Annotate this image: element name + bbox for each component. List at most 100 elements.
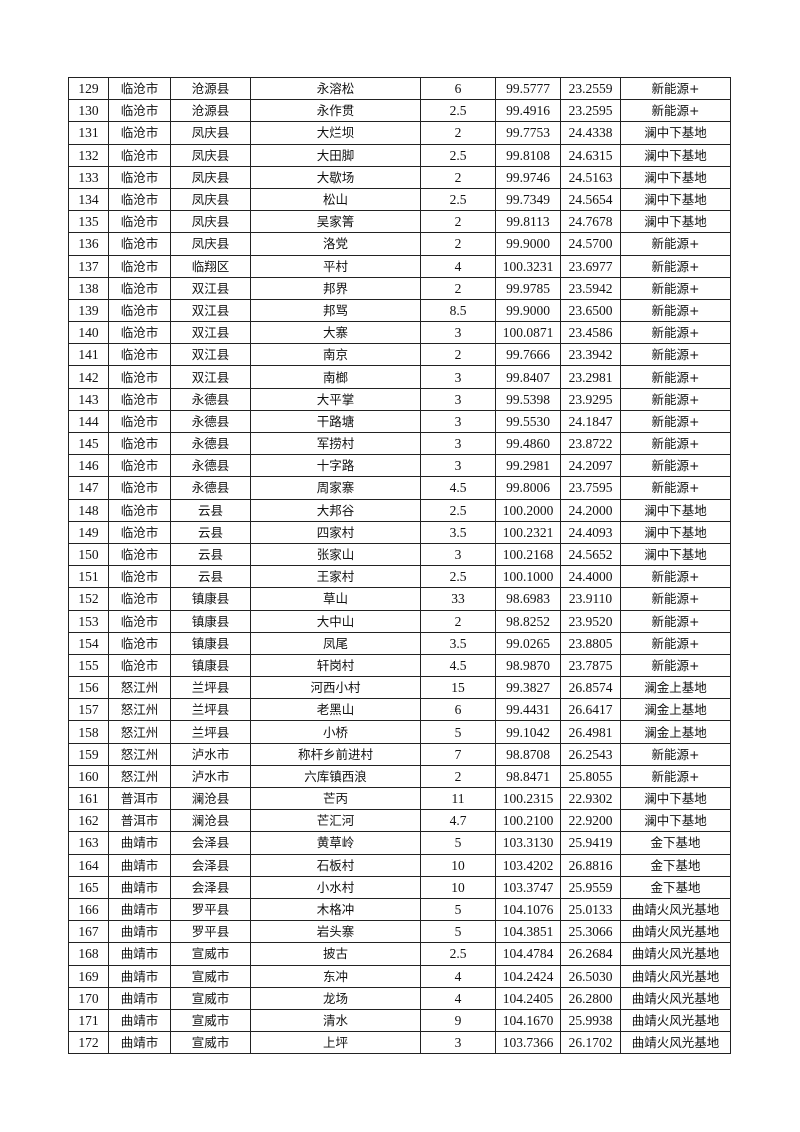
county-cell: 会泽县 xyxy=(170,831,251,855)
longitude-cell: 99.1042 xyxy=(495,720,561,744)
table-row: 160 怒江州 泸水市 六库镇西浪 2 98.8471 25.8055 新能源+ xyxy=(68,764,731,789)
latitude-cell: 26.8816 xyxy=(560,853,621,877)
capacity-cell: 2 xyxy=(420,121,496,145)
row-number: 169 xyxy=(68,964,109,988)
capacity-cell: 3 xyxy=(420,321,496,345)
base-cell: 新能源+ xyxy=(620,409,731,434)
site-name-cell: 松山 xyxy=(250,187,421,212)
table-row: 170 曲靖市 宣威市 龙场 4 104.2405 26.2800 曲靖火风光基地 xyxy=(68,986,731,1010)
longitude-cell: 100.2315 xyxy=(495,786,561,811)
capacity-cell: 4 xyxy=(420,964,496,988)
capacity-cell: 3 xyxy=(420,387,496,411)
base-cell: 新能源+ xyxy=(620,631,731,655)
longitude-cell: 98.8471 xyxy=(495,764,561,789)
row-number: 155 xyxy=(68,653,109,678)
row-number: 137 xyxy=(68,254,109,278)
county-cell: 兰坪县 xyxy=(170,720,251,744)
latitude-cell: 23.4586 xyxy=(560,321,621,345)
city-cell: 临沧市 xyxy=(108,343,171,367)
latitude-cell: 25.3066 xyxy=(560,920,621,944)
capacity-cell: 10 xyxy=(420,853,496,877)
capacity-cell: 5 xyxy=(420,831,496,855)
city-cell: 普洱市 xyxy=(108,809,171,833)
latitude-cell: 24.4338 xyxy=(560,121,621,145)
county-cell: 会泽县 xyxy=(170,875,251,899)
county-cell: 双江县 xyxy=(170,365,251,389)
latitude-cell: 26.6417 xyxy=(560,698,621,722)
table-row: 131 临沧市 凤庆县 大烂坝 2 99.7753 24.4338 澜中下基地 xyxy=(68,121,731,145)
latitude-cell: 26.1702 xyxy=(560,1031,621,1055)
row-number: 147 xyxy=(68,476,109,500)
county-cell: 沧源县 xyxy=(170,76,251,101)
table-row: 159 怒江州 泸水市 称杆乡前进村 7 98.8708 26.2543 新能源+ xyxy=(68,742,731,766)
county-cell: 永德县 xyxy=(170,387,251,411)
site-name-cell: 大平掌 xyxy=(250,387,421,411)
site-name-cell: 十字路 xyxy=(250,454,421,478)
county-cell: 双江县 xyxy=(170,321,251,345)
city-cell: 曲靖市 xyxy=(108,831,171,855)
base-cell: 澜中下基地 xyxy=(620,542,731,567)
base-cell: 曲靖火风光基地 xyxy=(620,897,731,922)
table-row: 138 临沧市 双江县 邦界 2 99.9785 23.5942 新能源+ xyxy=(68,276,731,300)
table-row: 141 临沧市 双江县 南京 2 99.7666 23.3942 新能源+ xyxy=(68,343,731,367)
site-name-cell: 大烂坝 xyxy=(250,121,421,145)
county-cell: 泸水市 xyxy=(170,742,251,766)
latitude-cell: 23.7875 xyxy=(560,653,621,678)
site-name-cell: 凤尾 xyxy=(250,631,421,655)
longitude-cell: 98.6983 xyxy=(495,587,561,611)
city-cell: 曲靖市 xyxy=(108,875,171,899)
row-number: 163 xyxy=(68,831,109,855)
base-cell: 澜中下基地 xyxy=(620,187,731,212)
table-row: 157 怒江州 兰坪县 老黑山 6 99.4431 26.6417 澜金上基地 xyxy=(68,698,731,722)
base-cell: 金下基地 xyxy=(620,853,731,877)
county-cell: 澜沧县 xyxy=(170,786,251,811)
site-name-cell: 石板村 xyxy=(250,853,421,877)
row-number: 145 xyxy=(68,431,109,456)
row-number: 152 xyxy=(68,587,109,611)
city-cell: 临沧市 xyxy=(108,565,171,589)
row-number: 150 xyxy=(68,542,109,567)
longitude-cell: 99.7666 xyxy=(495,343,561,367)
row-number: 131 xyxy=(68,121,109,145)
row-number: 134 xyxy=(68,187,109,212)
site-name-cell: 黄草岭 xyxy=(250,831,421,855)
latitude-cell: 23.9110 xyxy=(560,587,621,611)
city-cell: 曲靖市 xyxy=(108,853,171,877)
longitude-cell: 99.4916 xyxy=(495,99,561,123)
latitude-cell: 23.9520 xyxy=(560,609,621,633)
capacity-cell: 2 xyxy=(420,609,496,633)
base-cell: 澜中下基地 xyxy=(620,121,731,145)
longitude-cell: 99.7349 xyxy=(495,187,561,212)
county-cell: 镇康县 xyxy=(170,631,251,655)
county-cell: 云县 xyxy=(170,498,251,522)
longitude-cell: 100.0871 xyxy=(495,321,561,345)
row-number: 156 xyxy=(68,676,109,700)
capacity-cell: 2 xyxy=(420,764,496,789)
longitude-cell: 98.8252 xyxy=(495,609,561,633)
longitude-cell: 99.9746 xyxy=(495,165,561,189)
capacity-cell: 7 xyxy=(420,742,496,766)
row-number: 148 xyxy=(68,498,109,522)
capacity-cell: 5 xyxy=(420,897,496,922)
city-cell: 怒江州 xyxy=(108,698,171,722)
county-cell: 云县 xyxy=(170,542,251,567)
site-name-cell: 周家寨 xyxy=(250,476,421,500)
table-row: 144 临沧市 永德县 干路塘 3 99.5530 24.1847 新能源+ xyxy=(68,409,731,434)
base-cell: 新能源+ xyxy=(620,276,731,300)
longitude-cell: 104.1076 xyxy=(495,897,561,922)
base-cell: 澜中下基地 xyxy=(620,165,731,189)
city-cell: 临沧市 xyxy=(108,121,171,145)
row-number: 139 xyxy=(68,298,109,323)
capacity-cell: 5 xyxy=(420,920,496,944)
capacity-cell: 2 xyxy=(420,276,496,300)
longitude-cell: 103.3747 xyxy=(495,875,561,899)
latitude-cell: 26.2543 xyxy=(560,742,621,766)
latitude-cell: 26.5030 xyxy=(560,964,621,988)
row-number: 158 xyxy=(68,720,109,744)
site-name-cell: 张家山 xyxy=(250,542,421,567)
longitude-cell: 100.1000 xyxy=(495,565,561,589)
capacity-cell: 2.5 xyxy=(420,99,496,123)
site-name-cell: 小桥 xyxy=(250,720,421,744)
county-cell: 云县 xyxy=(170,520,251,544)
longitude-cell: 99.0265 xyxy=(495,631,561,655)
